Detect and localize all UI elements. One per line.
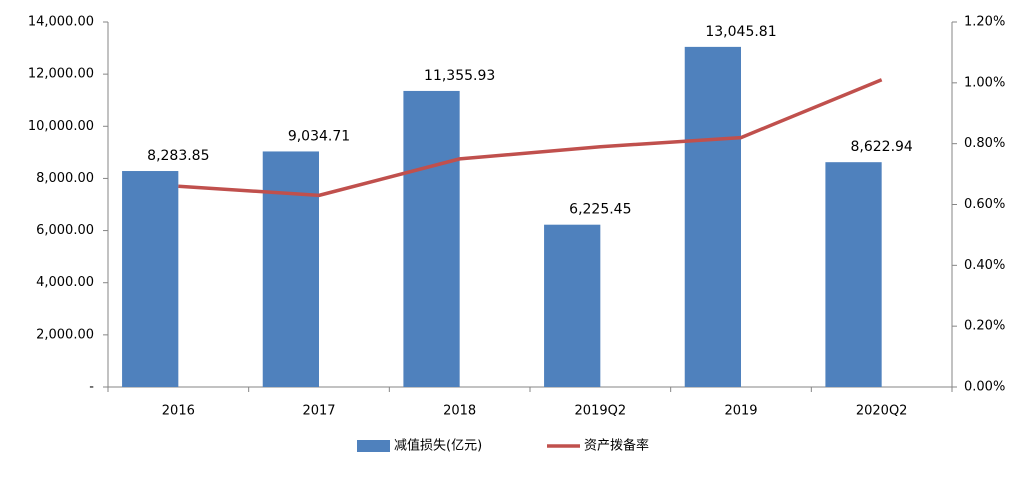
y-tick-label: - [89, 380, 94, 395]
y-tick-label: 10,000.00 [28, 119, 94, 134]
x-tick-label: 2020Q2 [856, 404, 908, 419]
bar [825, 162, 882, 387]
x-tick-label: 2017 [302, 404, 335, 419]
y2-tick-label: 0.20% [964, 319, 1005, 334]
y2-tick-label: 1.00% [964, 75, 1005, 90]
line [178, 78, 883, 198]
legend-label: 资产拨备率 [584, 438, 649, 454]
y-tick-label: 6,000.00 [36, 223, 94, 238]
y2-tick-label: 0.80% [964, 136, 1005, 151]
value-label: 9,034.71 [288, 128, 350, 144]
value-label: 11,355.93 [424, 68, 495, 84]
bar [403, 90, 460, 387]
y-tick-label: 2,000.00 [36, 327, 94, 342]
x-tick-label: 2018 [443, 404, 476, 419]
bar [122, 171, 179, 387]
y2-tick-label: 1.20% [964, 15, 1005, 30]
y2-tick-label: 0.40% [964, 258, 1005, 273]
x-tick-label: 2019 [724, 404, 757, 419]
y-tick-label: 8,000.00 [36, 171, 94, 186]
value-label: 8,283.85 [147, 148, 209, 164]
x-tick-label: 2016 [162, 404, 195, 419]
value-label: 13,045.81 [705, 24, 776, 40]
y-tick-label: 4,000.00 [36, 275, 94, 290]
bar [544, 224, 601, 387]
x-tick-label: 2019Q2 [575, 404, 627, 419]
value-label: 8,622.94 [850, 139, 912, 155]
y-tick-label: 12,000.00 [28, 67, 94, 82]
legend-label: 减值损失(亿元) [394, 438, 482, 454]
bar [262, 151, 319, 387]
y2-tick-label: 0.60% [964, 197, 1005, 212]
legend-swatch [357, 440, 390, 452]
y2-tick-label: 0.00% [964, 380, 1005, 395]
y-tick-label: 14,000.00 [28, 15, 94, 30]
value-label: 6,225.45 [569, 202, 631, 218]
bar [684, 46, 741, 387]
